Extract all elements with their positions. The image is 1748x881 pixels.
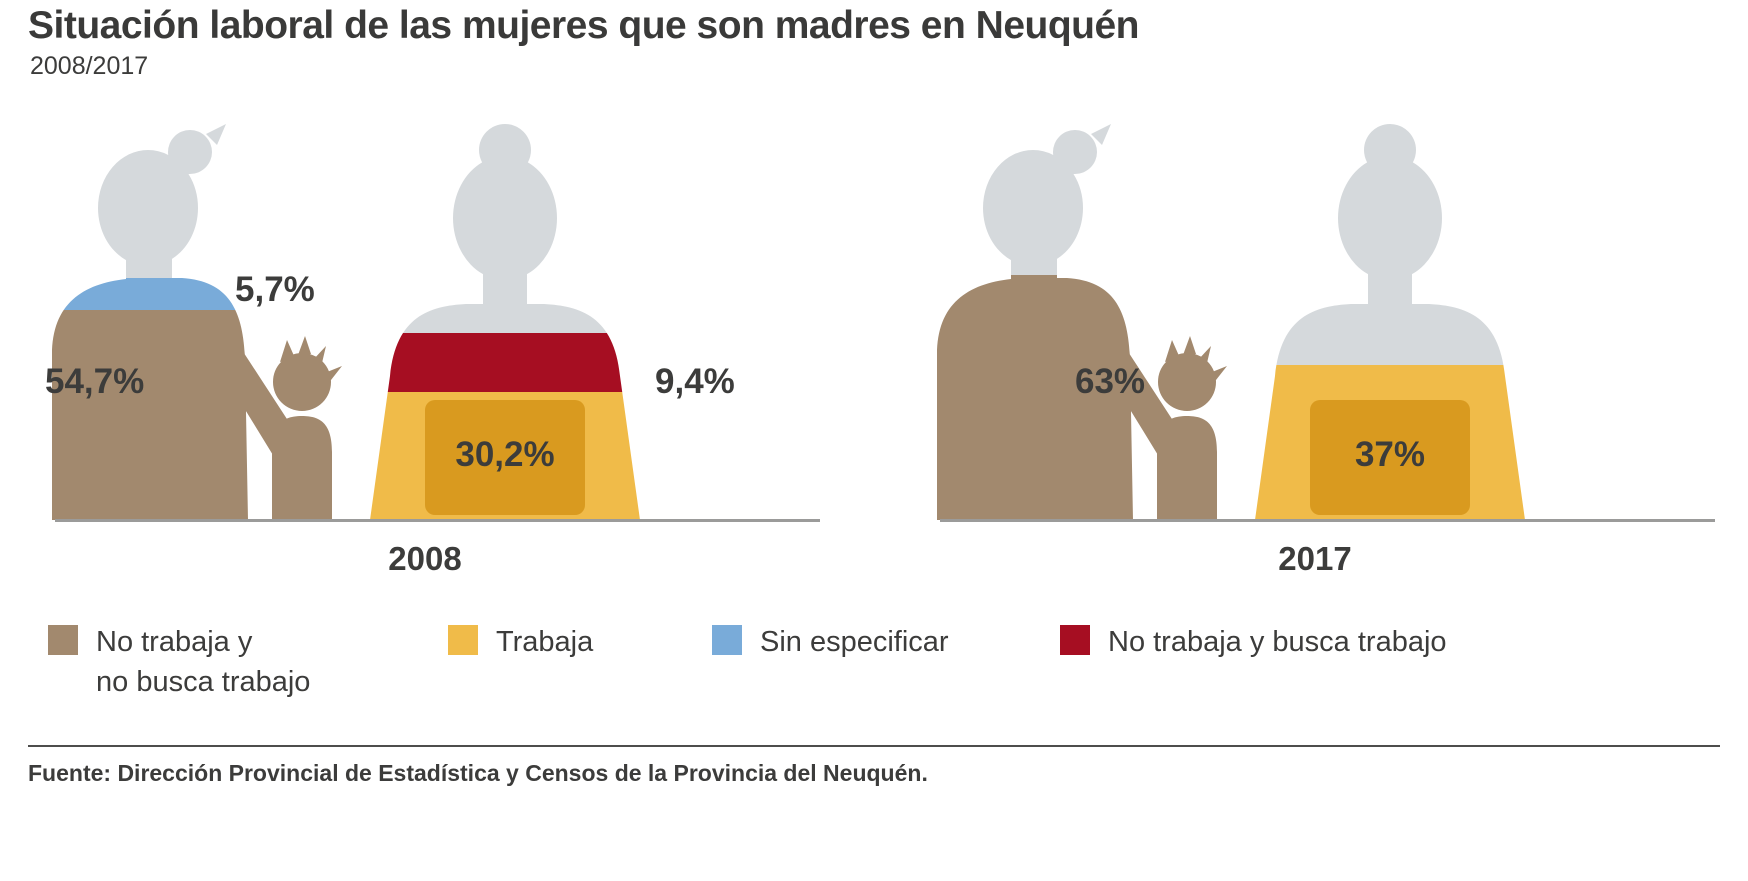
legend-swatch-sin-especificar-icon: [712, 625, 742, 655]
baseline-2008: [55, 519, 820, 522]
legend-label-trabaja: Trabaja: [496, 626, 594, 658]
woman-figure-2008: [370, 124, 640, 520]
page-title: Situación laboral de las mujeres que son…: [28, 4, 1140, 47]
mother-child-figure-2008: [52, 124, 342, 520]
held-box-2008: [425, 400, 585, 515]
value-label-no-trabaja-busca-2008: 9,4%: [655, 362, 735, 401]
legend-swatch-trabaja-icon: [448, 625, 478, 655]
legend-label-sin-especificar: Sin especificar: [760, 626, 949, 658]
mother-child-figure-2017: [937, 124, 1227, 520]
legend-item-sin-especificar: Sin especificar: [712, 622, 949, 662]
legend-swatch-no-trabaja-no-busca-icon: [48, 625, 78, 655]
chart-group-2008: 5,7% 54,7% 9,4% 30,2% 2008: [30, 120, 820, 577]
legend-item-no-trabaja-busca: No trabaja y busca trabajo: [1060, 622, 1447, 662]
source-text: Fuente: Dirección Provincial de Estadíst…: [28, 760, 928, 786]
value-label-sin-especificar-2008: 5,7%: [235, 270, 315, 309]
chart-group-2017: 63% 37% 2017: [915, 120, 1715, 577]
legend-swatch-no-trabaja-busca-icon: [1060, 625, 1090, 655]
legend-label-no-trabaja-busca: No trabaja y busca trabajo: [1108, 626, 1447, 658]
baseline-2017: [940, 519, 1715, 522]
value-label-no-trabaja-no-busca-2008: 54,7%: [45, 362, 145, 401]
value-label-trabaja-2017: 37%: [1354, 435, 1426, 474]
subtitle: 2008/2017: [30, 52, 149, 80]
legend-item-trabaja: Trabaja: [448, 622, 593, 662]
value-label-no-trabaja-no-busca-2017: 63%: [1075, 362, 1146, 401]
legend: No trabaja y no busca trabajo Trabaja Si…: [0, 622, 1748, 722]
woman-figure-2017: [1255, 124, 1525, 520]
value-label-trabaja-2008: 30,2%: [455, 435, 555, 474]
legend-label-no-trabaja-no-busca: No trabaja y no busca trabajo: [96, 626, 311, 699]
legend-item-no-trabaja-no-busca: No trabaja y no busca trabajo: [48, 622, 310, 702]
year-label-2017: 2017: [1278, 540, 1352, 577]
held-box-2017: [1310, 400, 1470, 515]
divider-rule: [28, 745, 1720, 747]
year-label-2008: 2008: [388, 540, 462, 577]
